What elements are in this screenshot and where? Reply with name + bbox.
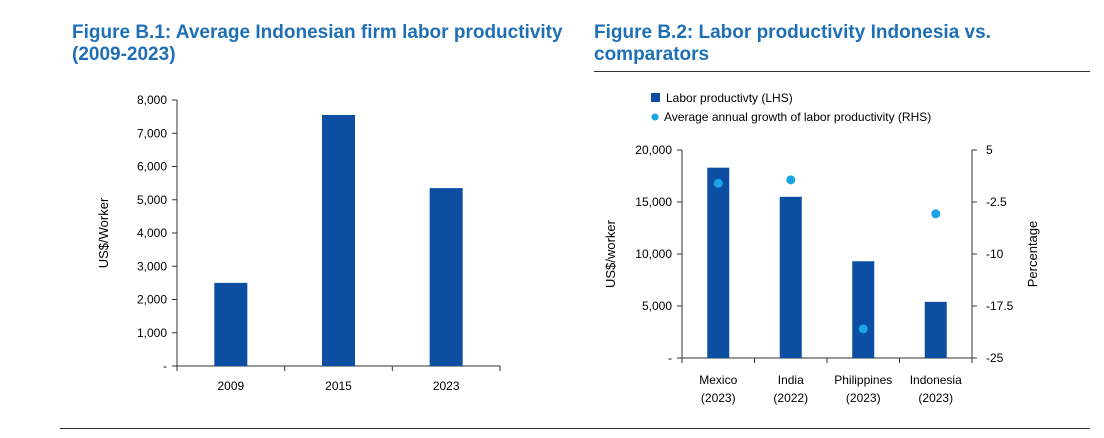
b2-x-tick-label: Mexico [699, 373, 737, 387]
b1-y-tick-label: - [163, 359, 167, 373]
b1-x-tick-label: 2009 [217, 379, 244, 393]
bottom-rule [60, 428, 1090, 429]
legend-bar-swatch [651, 93, 660, 102]
b2-left-tick-label: - [668, 351, 672, 365]
b2-right-tick-label: -2.5 [986, 195, 1007, 209]
b1-bar-2015 [322, 114, 355, 367]
b2-right-tick-label: 5 [986, 143, 993, 157]
b2-x-tick-sublabel: (2022) [773, 391, 808, 405]
b2-x-tick-label: India [778, 373, 804, 387]
legend-dot-swatch [651, 113, 659, 121]
legend-bar-label: Labor productivty (LHS) [666, 91, 793, 105]
b2-dot-india [786, 175, 796, 185]
b1-y-tick-label: 7,000 [137, 126, 167, 140]
b2-left-tick-label: 10,000 [635, 247, 672, 261]
figure-b2-title: Figure B.2: Labor productivity Indonesia… [594, 22, 991, 65]
chart-b2: Labor productivty (LHS) Average annual gr… [603, 91, 1040, 405]
b2-left-axis-label: US$/worker [603, 219, 618, 288]
b1-y-tick-label: 1,000 [137, 326, 167, 340]
b2-bar-mexico [707, 167, 730, 358]
b1-y-tick-label: 3,000 [137, 259, 167, 273]
b1-y-axis-label: US$/Worker [96, 197, 111, 268]
b2-dot-mexico [713, 178, 723, 188]
chart-b1: - 1,000 2,000 3,000 4,000 5,000 6,000 7,000 8,00… [96, 93, 501, 393]
b2-right-tick-label: -10 [986, 247, 1004, 261]
b2-bar-philippines [852, 261, 875, 358]
b2-left-tick-label: 5,000 [642, 299, 672, 313]
b1-y-tick-label: 4,000 [137, 226, 167, 240]
b2-x-tick-sublabel: (2023) [918, 391, 953, 405]
b2-dot-philippines [858, 324, 868, 334]
b2-right-tick-label: -17.5 [986, 299, 1014, 313]
b2-x-tick-sublabel: (2023) [846, 391, 881, 405]
b1-bar-2009 [214, 282, 248, 366]
b2-right-axis-label: Percentage [1025, 221, 1040, 288]
b2-left-tick-label: 15,000 [635, 195, 672, 209]
b2-x-tick-label: Philippines [834, 373, 892, 387]
b1-y-tick-label: 5,000 [137, 193, 167, 207]
b1-y-tick-label: 8,000 [137, 93, 167, 107]
b2-right-tick-label: -25 [986, 351, 1004, 365]
b2-x-tick-label: Indonesia [910, 373, 962, 387]
b2-bar-indonesia [924, 301, 947, 358]
b1-x-tick-label: 2015 [325, 379, 352, 393]
figure-b1-title: Figure B.1: Average Indonesian firm labo… [72, 22, 563, 65]
b1-y-tick-label: 6,000 [137, 160, 167, 174]
b2-bar-india [779, 196, 802, 358]
b1-y-tick-label: 2,000 [137, 293, 167, 307]
b2-x-tick-sublabel: (2023) [701, 391, 736, 405]
b2-dot-indonesia [931, 209, 941, 219]
legend-dot-label: Average annual growth of labor productiv… [664, 110, 931, 124]
title-rule [594, 71, 1090, 72]
b1-bar-2023 [429, 188, 463, 366]
b2-left-tick-label: 20,000 [635, 143, 672, 157]
b1-x-tick-label: 2023 [433, 379, 460, 393]
